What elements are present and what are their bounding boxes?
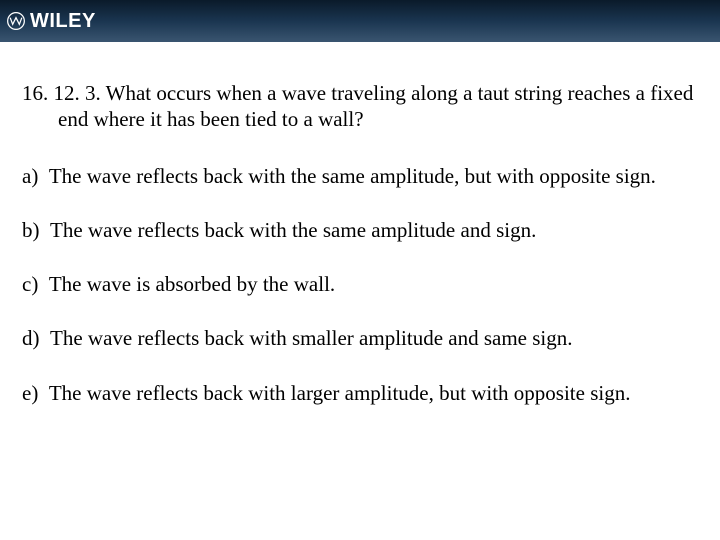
option-label: e) (22, 381, 38, 405)
question-body: What occurs when a wave traveling along … (58, 81, 693, 131)
question-text: 16. 12. 3. What occurs when a wave trave… (22, 80, 698, 133)
option-text: The wave reflects back with larger ampli… (49, 381, 631, 405)
brand-text: WILEY (30, 10, 96, 33)
option-c: c) The wave is absorbed by the wall. (22, 271, 698, 297)
question-block: 16. 12. 3. What occurs when a wave trave… (22, 80, 698, 133)
option-d: d) The wave reflects back with smaller a… (22, 325, 698, 351)
option-a: a) The wave reflects back with the same … (22, 163, 698, 189)
wiley-icon (6, 11, 26, 31)
options-list: a) The wave reflects back with the same … (22, 163, 698, 406)
option-text: The wave is absorbed by the wall. (49, 272, 335, 296)
slide-content: 16. 12. 3. What occurs when a wave trave… (0, 42, 720, 426)
option-label: d) (22, 326, 40, 350)
option-label: c) (22, 272, 38, 296)
question-number: 16. 12. 3. (22, 81, 101, 105)
option-e: e) The wave reflects back with larger am… (22, 380, 698, 406)
option-text: The wave reflects back with smaller ampl… (50, 326, 573, 350)
option-text: The wave reflects back with the same amp… (49, 164, 656, 188)
brand-logo: WILEY (6, 10, 96, 33)
option-text: The wave reflects back with the same amp… (50, 218, 536, 242)
header-bar: WILEY (0, 0, 720, 42)
option-label: b) (22, 218, 40, 242)
option-label: a) (22, 164, 38, 188)
option-b: b) The wave reflects back with the same … (22, 217, 698, 243)
